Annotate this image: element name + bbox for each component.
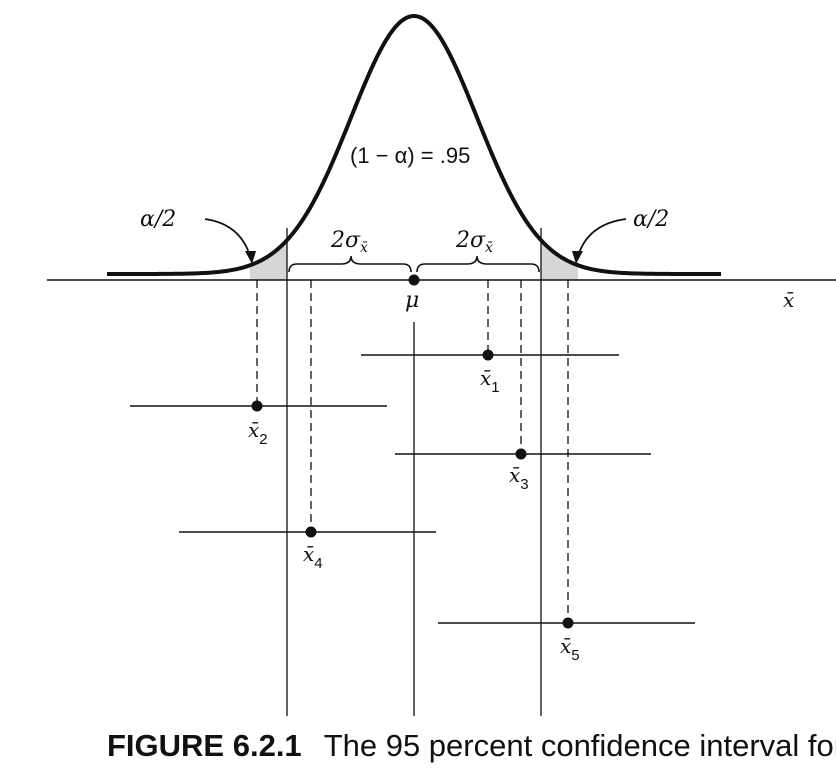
sample-5-point bbox=[562, 617, 574, 629]
normal-distribution-curve bbox=[107, 14, 721, 276]
sample-3-label: x̄3 bbox=[509, 463, 529, 493]
sample-interval-2: x̄2 bbox=[130, 280, 387, 448]
mean-point bbox=[408, 274, 420, 286]
sample-interval-3: x̄3 bbox=[395, 280, 651, 493]
right-tail-arrowhead bbox=[572, 251, 583, 264]
mean-label: μ bbox=[405, 288, 419, 313]
sample-interval-4: x̄4 bbox=[179, 280, 436, 572]
sample-4-point bbox=[305, 526, 317, 538]
figure-caption: FIGURE 6.2.1 The 95 percent confidence in… bbox=[107, 722, 836, 770]
left-tail-arrowhead bbox=[245, 251, 256, 264]
confidence-level-label: (1 − α) = .95 bbox=[350, 143, 470, 168]
sample-1-label: x̄1 bbox=[480, 366, 500, 396]
right-brace bbox=[416, 255, 540, 273]
sample-interval-1: x̄1 bbox=[361, 280, 619, 396]
left-span-label: 2σx̄ bbox=[330, 228, 368, 256]
right-span-subscript: x̄ bbox=[485, 240, 493, 256]
figure-number: FIGURE 6.2.1 bbox=[107, 728, 302, 763]
right-span-label: 2σx̄ bbox=[455, 228, 493, 256]
sample-2-point bbox=[251, 400, 263, 412]
right-span-main: 2σ bbox=[455, 228, 486, 253]
right-tail-arrow bbox=[577, 218, 627, 257]
confidence-interval-figure: (1 − α) = .95 α/2 α/2 2σx̄ 2σx̄ μ x̄ x̄1… bbox=[47, 14, 836, 716]
left-tail-label: α/2 bbox=[140, 207, 176, 232]
caption-text: The 95 percent confidence interval for bbox=[323, 728, 836, 763]
left-span-main: 2σ bbox=[330, 228, 361, 253]
sample-3-point bbox=[515, 448, 527, 460]
sample-2-label: x̄2 bbox=[248, 418, 268, 448]
left-brace bbox=[288, 255, 412, 273]
sample-1-point bbox=[482, 349, 494, 361]
x-bar-axis-label: x̄ bbox=[783, 288, 794, 312]
sample-5-label: x̄5 bbox=[560, 634, 580, 664]
sample-interval-5: x̄5 bbox=[438, 280, 695, 664]
left-span-subscript: x̄ bbox=[360, 240, 368, 256]
sample-4-label: x̄4 bbox=[303, 542, 323, 572]
right-tail-label: α/2 bbox=[633, 207, 669, 232]
left-tail-arrow bbox=[204, 218, 251, 257]
